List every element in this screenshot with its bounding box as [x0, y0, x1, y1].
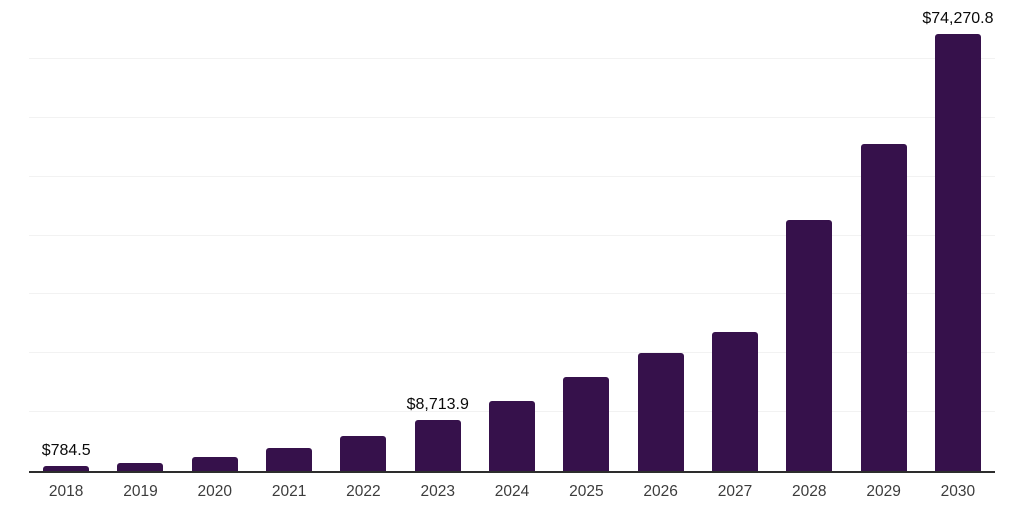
x-tick-2028: 2028: [792, 483, 827, 500]
x-tick-2027: 2027: [717, 483, 753, 500]
bar-2018: [43, 466, 90, 471]
gridline-60000: [29, 116, 995, 118]
band-2020: [178, 0, 252, 471]
band-2024: [475, 0, 549, 471]
value-label-2018: $784.5: [41, 442, 91, 460]
band-2028: [772, 0, 846, 471]
gridline-30000: [29, 293, 995, 295]
gridline-70000: [29, 57, 995, 59]
bar-2030: [934, 33, 981, 471]
bars: $784.5 $8,713.9 $74,270.8: [29, 0, 995, 471]
x-tick-2019: 2019: [123, 483, 158, 500]
bar-2020: [191, 456, 238, 471]
band-2018: $784.5: [29, 0, 103, 471]
x-tick-2024: 2024: [494, 483, 530, 500]
bar-2019: [117, 463, 164, 471]
x-tick-2030: 2030: [940, 483, 976, 500]
x-tick-2029: 2029: [866, 483, 901, 500]
bar-2028: [786, 220, 833, 471]
gridline-50000: [29, 175, 995, 177]
bar-2024: [489, 400, 536, 471]
band-2025: [549, 0, 623, 471]
bar-2025: [563, 377, 610, 471]
x-tick-2026: 2026: [643, 483, 678, 500]
bar-2027: [711, 332, 758, 471]
band-2027: [698, 0, 772, 471]
bar-2029: [860, 144, 907, 471]
x-tick-2022: 2022: [346, 483, 381, 500]
gridline-20000: [29, 352, 995, 354]
band-2022: [326, 0, 400, 471]
band-2021: [252, 0, 326, 471]
bar-2022: [340, 435, 387, 471]
x-tick-2020: 2020: [197, 483, 233, 500]
x-tick-2021: 2021: [271, 483, 307, 500]
bar-2026: [637, 353, 684, 471]
value-label-2023: $8,713.9: [406, 395, 469, 413]
x-axis: 2018 2019 2020 2021 2022 2023 2024 2025 2026 2027…: [29, 482, 995, 502]
plot-area: $784.5 $8,713.9 $74,270.8: [29, 0, 995, 473]
bar-2023: [414, 419, 461, 471]
band-2019: [103, 0, 177, 471]
value-label-2030: $74,270.8: [922, 9, 994, 27]
band-2029: [846, 0, 920, 471]
band-2026: [624, 0, 698, 471]
x-tick-2018: 2018: [48, 483, 84, 500]
bar-2021: [266, 447, 313, 471]
band-2023: $8,713.9: [401, 0, 475, 471]
band-2030: $74,270.8: [921, 0, 995, 471]
x-tick-2023: 2023: [420, 483, 455, 500]
gridline-40000: [29, 234, 995, 236]
x-tick-2025: 2025: [569, 483, 604, 500]
